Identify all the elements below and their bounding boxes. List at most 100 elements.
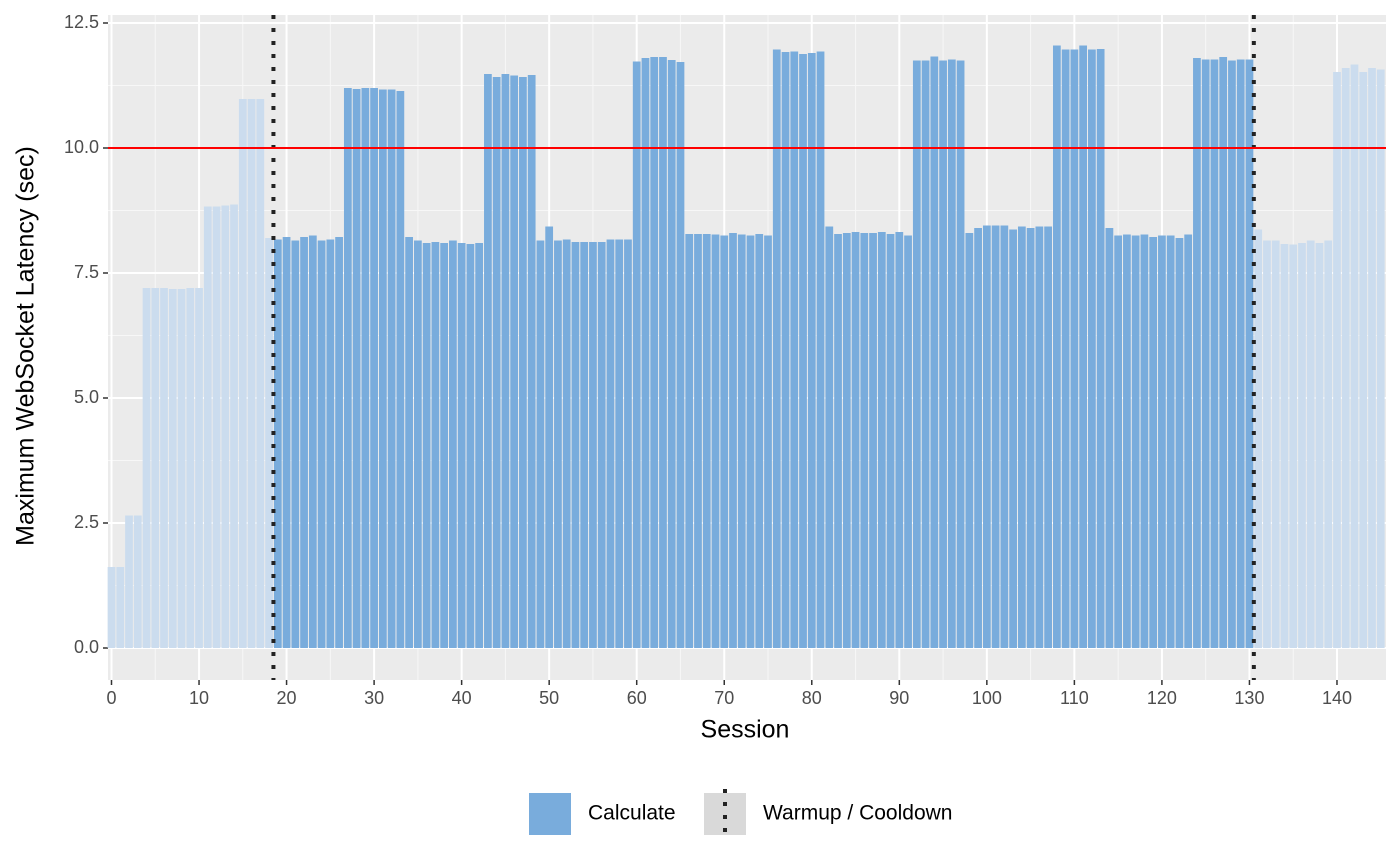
bar (930, 56, 939, 648)
x-tick-label: 20 (277, 688, 297, 708)
bar (799, 54, 807, 648)
bar (1333, 72, 1341, 648)
bar (615, 239, 624, 648)
bar (921, 60, 930, 648)
bar (352, 89, 361, 648)
bar (212, 206, 221, 648)
bar (396, 91, 405, 648)
bar (991, 225, 1000, 648)
bar (1324, 240, 1333, 648)
bar (186, 288, 195, 648)
bar (203, 206, 212, 648)
bar (361, 88, 370, 648)
bar (1219, 57, 1228, 648)
bar (308, 235, 317, 648)
bar (711, 234, 720, 648)
bar (869, 233, 877, 648)
bar (1035, 226, 1044, 648)
bar (1254, 229, 1263, 648)
bar (545, 226, 554, 648)
bar (912, 60, 921, 648)
y-tick-label: 0.0 (74, 637, 99, 657)
bar (116, 567, 125, 648)
bar (624, 239, 632, 648)
bar (956, 60, 965, 648)
bar (1368, 68, 1376, 648)
bar (1061, 49, 1070, 648)
bar (440, 243, 449, 648)
bar (886, 234, 895, 648)
bar (1341, 68, 1350, 648)
bar (1070, 49, 1079, 648)
bar (1158, 235, 1166, 648)
bar (580, 242, 589, 648)
bar (405, 237, 413, 648)
bar (519, 77, 527, 648)
bar (343, 88, 352, 648)
bar (536, 240, 545, 648)
bar (1140, 234, 1149, 648)
bar (177, 289, 186, 648)
bar (1044, 226, 1052, 648)
bar (974, 228, 982, 648)
bar (466, 244, 475, 648)
bar (772, 49, 781, 648)
x-tick-label: 40 (452, 688, 472, 708)
bar (685, 234, 694, 648)
bar (947, 59, 956, 648)
bar (413, 240, 422, 648)
bar (939, 60, 947, 648)
bar (273, 239, 282, 648)
bar (1289, 244, 1298, 648)
bar (265, 238, 273, 648)
bar (1096, 49, 1105, 648)
bar (291, 240, 300, 648)
bar (300, 237, 308, 648)
bar (755, 234, 764, 648)
bar (501, 74, 510, 648)
bar (1175, 238, 1184, 648)
bar (1245, 59, 1254, 648)
bar (904, 235, 912, 648)
bar (1026, 228, 1035, 648)
bar (378, 89, 387, 648)
bar (764, 235, 772, 648)
bar (1236, 59, 1245, 648)
bar (1131, 235, 1140, 648)
x-tick-label: 100 (972, 688, 1002, 708)
bar (1315, 243, 1324, 648)
bar (1105, 228, 1114, 648)
bar (510, 75, 519, 648)
bar (1000, 225, 1009, 648)
bar (659, 57, 667, 648)
bar (860, 233, 869, 648)
x-tick-label: 110 (1060, 688, 1089, 708)
bar (326, 239, 335, 648)
bar (1149, 237, 1158, 648)
bar (562, 239, 571, 648)
bar (597, 242, 606, 648)
bar (387, 89, 396, 648)
legend-label: Warmup / Cooldown (763, 802, 952, 825)
x-tick-label: 80 (802, 688, 822, 708)
x-axis-title: Session (701, 716, 790, 744)
bar (965, 233, 974, 648)
bar (1228, 60, 1236, 648)
bar (256, 99, 265, 648)
x-tick-label: 10 (189, 688, 209, 708)
bar (484, 74, 492, 648)
bar (720, 235, 729, 648)
bar (431, 242, 440, 648)
bar (238, 99, 247, 648)
bar (807, 53, 816, 648)
bar (1201, 59, 1210, 648)
bar (1271, 240, 1280, 648)
bar (781, 52, 790, 648)
bar (1166, 235, 1175, 648)
x-tick-label: 70 (714, 688, 734, 708)
x-tick-label: 50 (539, 688, 559, 708)
bar (667, 60, 676, 648)
y-tick-label: 10.0 (64, 137, 99, 157)
bar (527, 75, 536, 648)
bar (632, 61, 641, 648)
